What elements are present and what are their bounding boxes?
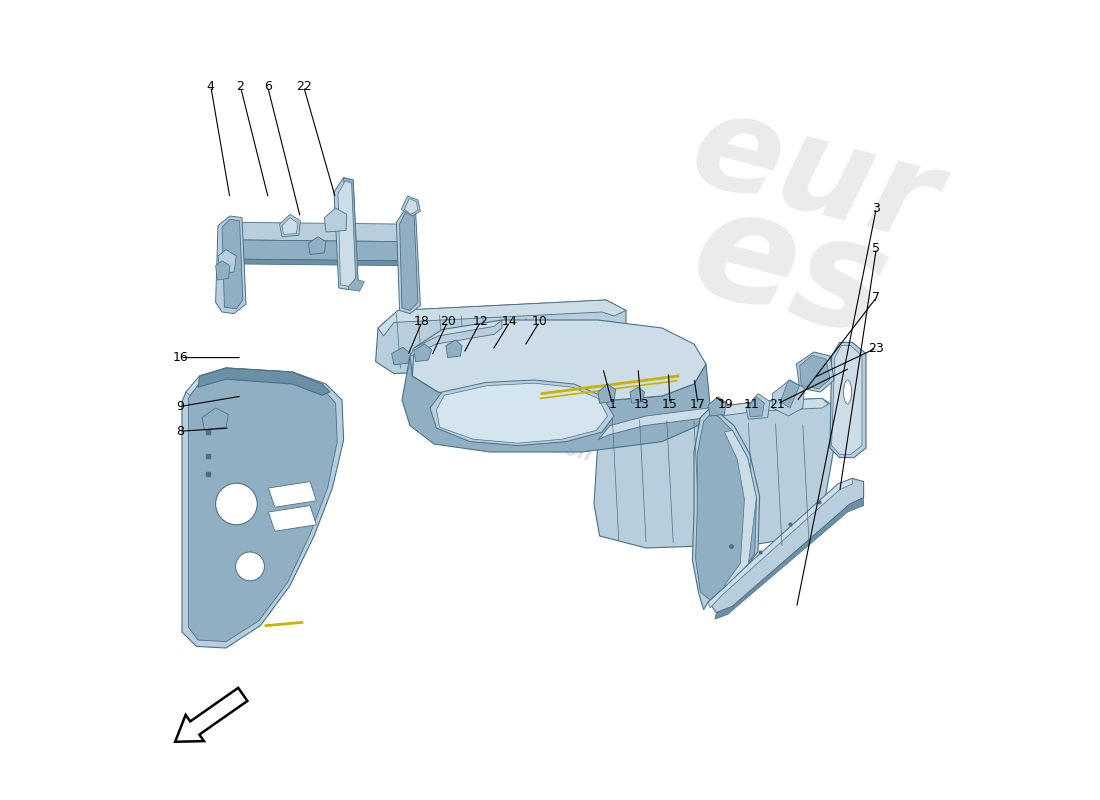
Text: 12: 12 bbox=[473, 315, 488, 328]
Ellipse shape bbox=[844, 380, 851, 404]
Polygon shape bbox=[692, 410, 760, 610]
Polygon shape bbox=[630, 387, 645, 403]
Polygon shape bbox=[598, 384, 616, 403]
Polygon shape bbox=[402, 356, 710, 452]
Text: 21: 21 bbox=[769, 398, 785, 410]
Polygon shape bbox=[748, 397, 764, 417]
Polygon shape bbox=[402, 196, 420, 216]
Polygon shape bbox=[708, 478, 864, 613]
Polygon shape bbox=[202, 408, 229, 430]
Text: 13: 13 bbox=[634, 398, 649, 410]
Text: 17: 17 bbox=[690, 398, 706, 410]
Polygon shape bbox=[375, 300, 626, 374]
Polygon shape bbox=[414, 344, 431, 362]
Polygon shape bbox=[222, 219, 243, 309]
Polygon shape bbox=[598, 398, 828, 440]
Text: 2: 2 bbox=[236, 80, 244, 93]
Polygon shape bbox=[268, 506, 317, 531]
Polygon shape bbox=[334, 178, 358, 290]
Polygon shape bbox=[392, 347, 410, 365]
Text: 7: 7 bbox=[872, 291, 880, 304]
Polygon shape bbox=[405, 198, 418, 214]
Circle shape bbox=[235, 552, 264, 581]
Polygon shape bbox=[708, 397, 726, 416]
Text: 20: 20 bbox=[440, 315, 455, 328]
Polygon shape bbox=[279, 214, 300, 237]
Text: 4: 4 bbox=[207, 80, 215, 93]
Polygon shape bbox=[198, 368, 330, 395]
Polygon shape bbox=[218, 250, 236, 274]
Polygon shape bbox=[437, 383, 607, 443]
Polygon shape bbox=[446, 340, 462, 358]
Text: 18: 18 bbox=[414, 315, 430, 328]
Polygon shape bbox=[800, 355, 830, 389]
FancyArrow shape bbox=[175, 688, 248, 742]
Polygon shape bbox=[282, 218, 298, 234]
Polygon shape bbox=[594, 398, 836, 548]
Text: 23: 23 bbox=[869, 342, 884, 354]
Text: 11: 11 bbox=[744, 398, 759, 410]
Polygon shape bbox=[695, 414, 757, 600]
Polygon shape bbox=[268, 482, 317, 507]
Polygon shape bbox=[230, 222, 410, 242]
Text: 6: 6 bbox=[264, 80, 272, 93]
Text: es: es bbox=[676, 175, 903, 369]
Text: eur: eur bbox=[678, 82, 950, 270]
Text: 22: 22 bbox=[296, 80, 311, 93]
Polygon shape bbox=[715, 498, 864, 619]
Text: 16: 16 bbox=[173, 351, 188, 364]
Polygon shape bbox=[430, 380, 614, 446]
Polygon shape bbox=[399, 211, 418, 310]
Polygon shape bbox=[725, 430, 757, 586]
Text: 8: 8 bbox=[176, 425, 185, 438]
Polygon shape bbox=[412, 320, 706, 402]
Polygon shape bbox=[396, 208, 420, 314]
Polygon shape bbox=[796, 352, 834, 392]
Polygon shape bbox=[830, 342, 866, 458]
Polygon shape bbox=[708, 478, 852, 608]
Text: 9: 9 bbox=[176, 400, 185, 413]
Text: 3: 3 bbox=[872, 202, 880, 214]
Polygon shape bbox=[772, 380, 804, 416]
Text: 10: 10 bbox=[531, 315, 548, 328]
Polygon shape bbox=[410, 320, 502, 356]
Polygon shape bbox=[746, 394, 770, 419]
Polygon shape bbox=[780, 380, 800, 408]
Polygon shape bbox=[186, 368, 293, 395]
Polygon shape bbox=[832, 346, 862, 454]
Polygon shape bbox=[230, 240, 410, 261]
Polygon shape bbox=[230, 251, 410, 266]
Polygon shape bbox=[182, 368, 343, 648]
Polygon shape bbox=[324, 208, 346, 232]
Polygon shape bbox=[216, 216, 246, 314]
Circle shape bbox=[216, 483, 257, 525]
Text: a passion for parts: a passion for parts bbox=[487, 420, 692, 492]
Polygon shape bbox=[338, 181, 355, 286]
Polygon shape bbox=[188, 372, 338, 642]
Text: since 1985: since 1985 bbox=[649, 485, 818, 555]
Text: 5: 5 bbox=[872, 242, 880, 254]
Polygon shape bbox=[343, 178, 364, 291]
Polygon shape bbox=[308, 237, 326, 254]
Text: 19: 19 bbox=[718, 398, 734, 410]
Polygon shape bbox=[378, 300, 626, 336]
Text: 1: 1 bbox=[608, 398, 616, 410]
Text: 14: 14 bbox=[502, 315, 518, 328]
Polygon shape bbox=[216, 261, 230, 280]
Text: 15: 15 bbox=[662, 398, 678, 410]
